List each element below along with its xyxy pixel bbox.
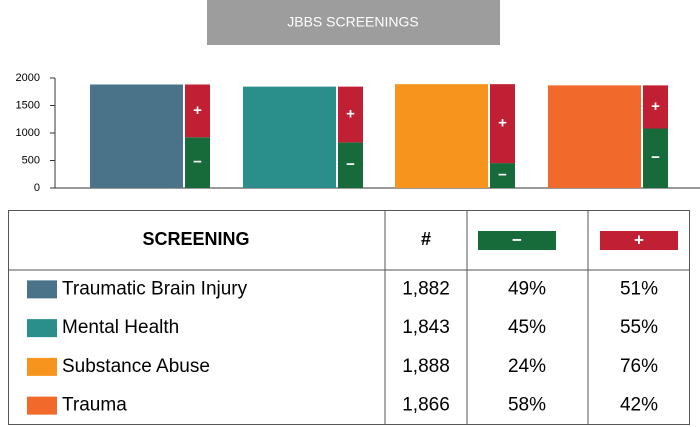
table-cell: 55% [620, 317, 658, 338]
y-tick-label: 500 [22, 154, 40, 166]
segment-sign: + [346, 105, 355, 122]
row-label: Trauma [62, 395, 127, 416]
stack-segment [490, 84, 515, 164]
stack-segment [490, 163, 515, 188]
table-cell: 1,843 [402, 317, 450, 338]
table-cell: 45% [508, 317, 546, 338]
stack-segment [338, 142, 363, 188]
segment-sign: − [346, 156, 355, 173]
stack-segment [185, 84, 210, 138]
y-tick-label: 0 [34, 182, 40, 194]
total-bar [395, 84, 488, 188]
y-tick-label: 2000 [16, 72, 40, 84]
total-bar [548, 85, 641, 188]
segment-sign: − [498, 167, 507, 184]
y-tick-label: 1000 [16, 127, 40, 139]
table-cell: 58% [508, 395, 546, 416]
row-label: Traumatic Brain Injury [62, 278, 248, 299]
table-cell: 49% [508, 278, 546, 299]
header-sign: − [512, 230, 522, 249]
table-header: # [421, 229, 431, 249]
legend-swatch [27, 319, 57, 338]
legend-swatch [27, 357, 57, 376]
total-bar [243, 86, 336, 188]
header-swatch [478, 231, 556, 250]
table-cell: 76% [620, 356, 658, 377]
segment-sign: − [193, 154, 202, 171]
stack-segment [643, 85, 668, 129]
segment-sign: + [651, 98, 660, 115]
table-cell: 1,888 [402, 356, 450, 377]
table-cell: 1,866 [402, 395, 450, 416]
y-tick-label: 1500 [16, 99, 40, 111]
row-label: Substance Abuse [62, 356, 210, 377]
row-label: Mental Health [62, 317, 179, 338]
table-cell: 42% [620, 395, 658, 416]
table-header: SCREENING [142, 229, 249, 249]
stack-segment [185, 137, 210, 188]
table-border [8, 210, 690, 425]
title-box [207, 0, 500, 45]
segment-sign: + [498, 115, 507, 132]
legend-swatch [27, 396, 57, 415]
chart-title: JBBS SCREENINGS [287, 14, 418, 30]
stack-segment [643, 128, 668, 188]
legend-swatch [27, 280, 57, 299]
stack-segment [338, 86, 363, 143]
table-cell: 24% [508, 356, 546, 377]
segment-sign: − [651, 149, 660, 166]
header-sign: + [634, 230, 644, 249]
header-swatch [600, 231, 678, 250]
segment-sign: + [193, 102, 202, 119]
table-cell: 51% [620, 278, 658, 299]
total-bar [90, 84, 183, 188]
table-cell: 1,882 [402, 278, 450, 299]
